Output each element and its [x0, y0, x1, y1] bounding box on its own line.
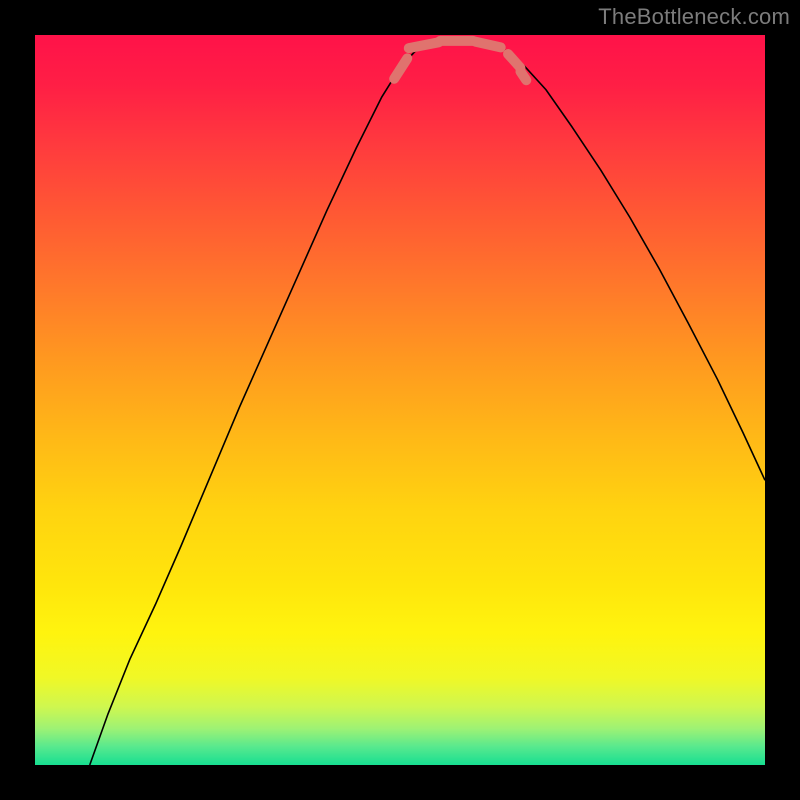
dash-segment — [520, 72, 526, 81]
watermark-text: TheBottleneck.com — [598, 4, 790, 30]
plot-area — [35, 35, 765, 765]
curve-layer — [35, 35, 765, 765]
dash-segment — [409, 42, 439, 48]
dash-overlay — [394, 41, 526, 80]
chart-container: TheBottleneck.com — [0, 0, 800, 800]
dash-segment — [475, 42, 501, 48]
dash-segment — [508, 54, 520, 68]
curve-left — [90, 42, 429, 765]
curve-right — [491, 42, 765, 480]
dash-segment — [394, 58, 407, 78]
